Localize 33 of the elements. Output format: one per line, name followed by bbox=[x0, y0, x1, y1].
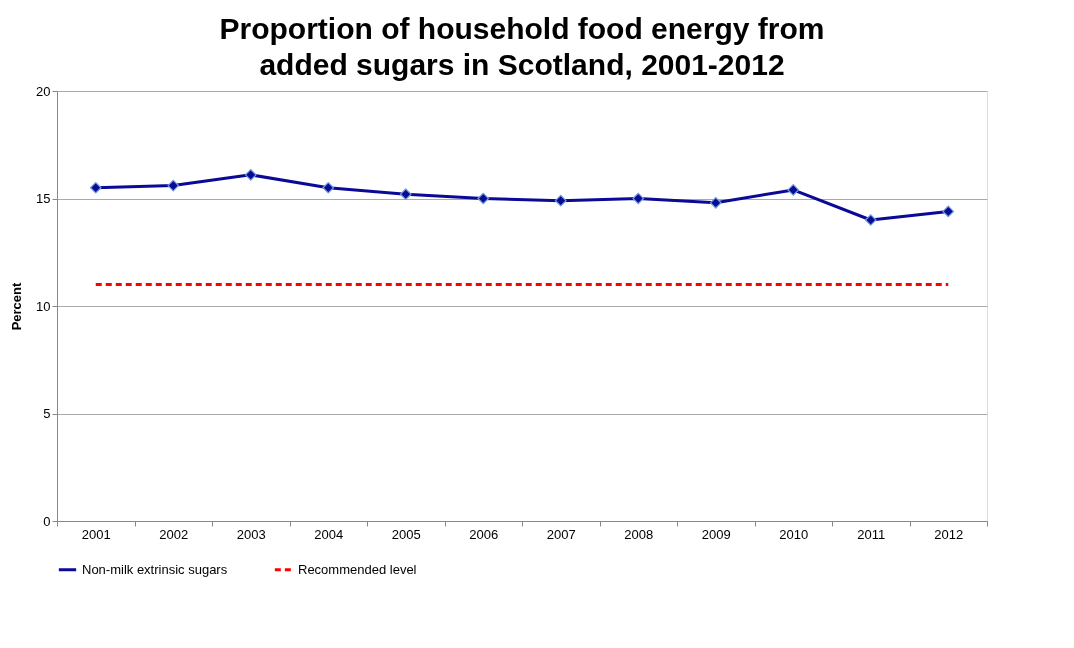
x-tick-label: 2005 bbox=[391, 526, 421, 542]
x-tick-label: 2004 bbox=[314, 526, 344, 542]
chart-title: Proportion of household food energy from added sugars in Scotland, 2001-2012 bbox=[219, 12, 825, 81]
point bbox=[632, 192, 645, 205]
point bbox=[89, 181, 102, 194]
y-tick-label: 10 bbox=[36, 298, 51, 314]
point bbox=[942, 205, 955, 218]
y-axis-title: Percent bbox=[9, 281, 25, 331]
point bbox=[322, 181, 335, 194]
point bbox=[554, 194, 567, 207]
point bbox=[399, 188, 412, 201]
x-tick-label: 2008 bbox=[624, 526, 654, 542]
x-tick-label: 2001 bbox=[81, 526, 111, 542]
y-tick-label: 0 bbox=[43, 513, 51, 529]
point bbox=[477, 192, 490, 205]
x-tick-label: 2006 bbox=[469, 526, 499, 542]
y-tick-label: 20 bbox=[36, 83, 51, 99]
legend-label: Non-milk extrinsic sugars bbox=[82, 561, 228, 577]
x-tick-label: 2012 bbox=[934, 526, 964, 542]
y-tick-label: 5 bbox=[43, 406, 51, 421]
point bbox=[244, 169, 257, 181]
x-tick-label: 2002 bbox=[159, 526, 189, 542]
x-tick-label: 2011 bbox=[857, 526, 886, 542]
point bbox=[167, 179, 180, 192]
legend-label: Recommended level bbox=[298, 561, 417, 577]
x-tick-label: 2003 bbox=[236, 526, 266, 542]
point bbox=[864, 214, 877, 226]
x-tick-label: 2007 bbox=[546, 526, 576, 542]
x-tick-label: 2010 bbox=[779, 526, 809, 542]
point bbox=[709, 196, 722, 209]
x-tick-label: 2009 bbox=[701, 526, 731, 542]
point bbox=[787, 184, 800, 196]
y-tick-label: 15 bbox=[36, 191, 51, 206]
